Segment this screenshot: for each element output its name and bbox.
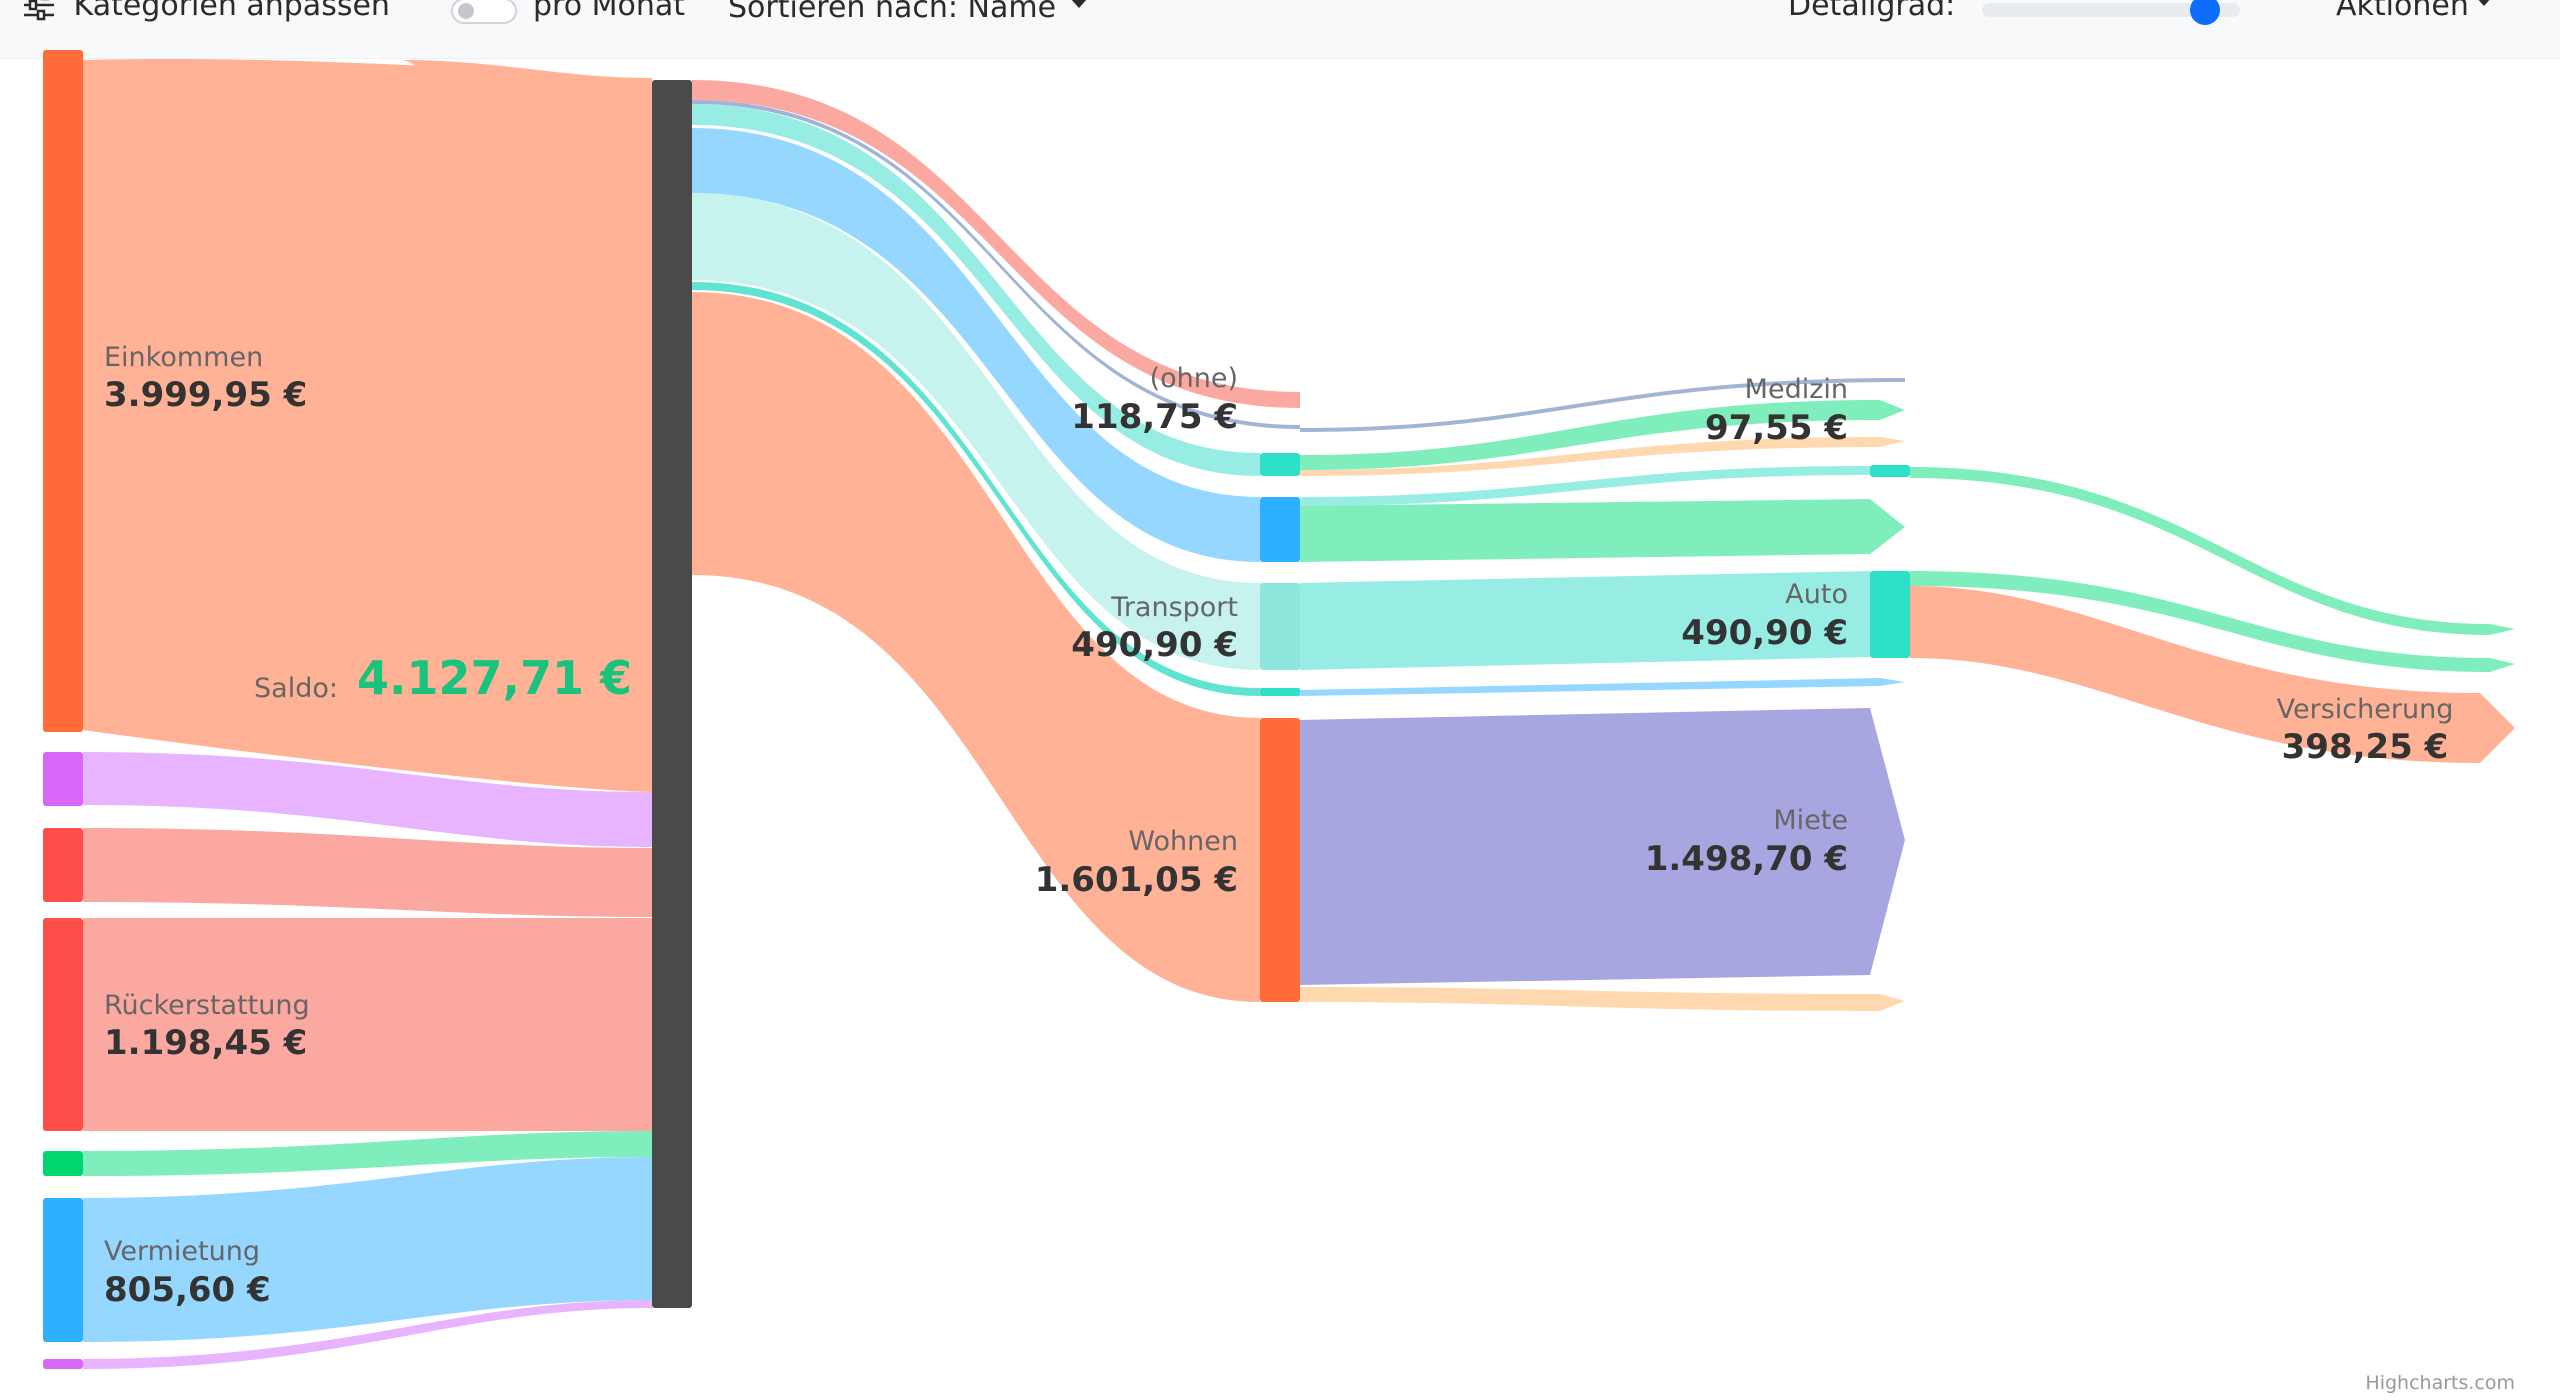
sankey-links bbox=[83, 59, 2515, 1369]
node-auto[interactable] bbox=[1870, 571, 1910, 658]
label-vermietung-value: 805,60 € bbox=[104, 1270, 271, 1310]
label-transport-value: 490,90 € bbox=[1071, 625, 1238, 665]
label-medizin-value: 97,55 € bbox=[1705, 408, 1848, 448]
label-miete-name: Miete bbox=[1773, 805, 1848, 836]
label-ohne-name: (ohne) bbox=[1150, 363, 1238, 394]
node-vermietung[interactable] bbox=[43, 1198, 83, 1342]
link-purple-saldo[interactable] bbox=[83, 752, 652, 847]
node-teal-mini[interactable] bbox=[1870, 465, 1910, 477]
node-teal-small[interactable] bbox=[1260, 453, 1300, 476]
node-pink[interactable] bbox=[43, 1359, 83, 1369]
saldo-value: 4.127,71 € bbox=[357, 651, 632, 705]
link-auto-green[interactable] bbox=[1910, 571, 2515, 672]
label-auto-name: Auto bbox=[1785, 579, 1848, 610]
link-teal-to-auto-small[interactable] bbox=[1300, 466, 1870, 506]
link-saldo-ohne[interactable] bbox=[692, 80, 1300, 408]
link-orange-small[interactable] bbox=[1300, 437, 1905, 476]
link-wohnen-orange[interactable] bbox=[1300, 987, 1905, 1011]
sort-dropdown[interactable]: Sortieren nach: Name bbox=[728, 0, 1089, 25]
per-month-toggle[interactable] bbox=[451, 0, 517, 24]
detail-level-slider-thumb[interactable] bbox=[2190, 0, 2220, 25]
node-purple[interactable] bbox=[43, 752, 83, 806]
label-ohne-value: 118,75 € bbox=[1071, 397, 1238, 437]
label-wohnen-value: 1.601,05 € bbox=[1035, 860, 1238, 900]
link-wohnen-miete[interactable] bbox=[1300, 708, 1905, 985]
label-auto-value: 490,90 € bbox=[1681, 613, 1848, 653]
label-medizin-name: Medizin bbox=[1745, 374, 1848, 405]
node-wohnen[interactable] bbox=[1260, 718, 1300, 1002]
label-miete-value: 1.498,70 € bbox=[1645, 839, 1848, 879]
customize-categories-button[interactable]: Kategorien anpassen bbox=[22, 0, 390, 23]
node-teal-thin[interactable] bbox=[1260, 688, 1300, 696]
link-saldo-blue[interactable] bbox=[692, 128, 1260, 562]
toolbar: Kategorien anpassen pro Monat Sortieren … bbox=[0, 0, 2560, 59]
link-to-medizin[interactable] bbox=[1300, 400, 1905, 470]
node-blue[interactable] bbox=[1260, 497, 1300, 562]
label-rueckerstattung-value: 1.198,45 € bbox=[104, 1023, 307, 1063]
link-vermietung-saldo[interactable] bbox=[83, 1157, 652, 1342]
highcharts-credit-link[interactable]: Highcharts.com bbox=[2365, 1372, 2515, 1394]
label-transport-name: Transport bbox=[1110, 592, 1238, 623]
link-transport-auto[interactable] bbox=[1300, 571, 1870, 670]
saldo-caption: Saldo: bbox=[254, 673, 338, 704]
link-saldo-transport[interactable] bbox=[692, 193, 1260, 670]
link-red-saldo[interactable] bbox=[83, 828, 652, 917]
customize-categories-label: Kategorien anpassen bbox=[73, 0, 390, 23]
detail-level-label: Detailgrad: bbox=[1788, 0, 1956, 23]
link-rueckerstattung-saldo[interactable] bbox=[83, 918, 652, 1131]
node-einkommen[interactable] bbox=[43, 50, 83, 732]
label-versicherung-name: Versicherung bbox=[2277, 694, 2454, 725]
sliders-icon bbox=[24, 0, 54, 20]
sort-dropdown-label: Sortieren nach: Name bbox=[728, 0, 1057, 25]
label-wohnen-name: Wohnen bbox=[1128, 826, 1238, 857]
node-green[interactable] bbox=[43, 1151, 83, 1176]
node-rueckerstattung[interactable] bbox=[43, 918, 83, 1131]
link-einkommen-saldo-main[interactable] bbox=[83, 59, 652, 793]
chevron-down-icon bbox=[1070, 0, 1089, 8]
link-blue-green-big[interactable] bbox=[1300, 499, 1905, 562]
sankey-nodes bbox=[43, 50, 1910, 1369]
link-teal-to-right[interactable] bbox=[1910, 467, 2515, 635]
actions-dropdown[interactable]: Aktionen bbox=[2336, 0, 2493, 23]
label-versicherung-value: 398,25 € bbox=[2282, 727, 2449, 767]
per-month-label: pro Monat bbox=[533, 0, 686, 23]
label-rueckerstattung-name: Rückerstattung bbox=[104, 990, 310, 1021]
sankey-labels: Einkommen 3.999,95 € Saldo: 4.127,71 € R… bbox=[104, 342, 2515, 1394]
node-saldo[interactable] bbox=[652, 80, 692, 1308]
chevron-down-icon bbox=[2474, 0, 2493, 6]
label-einkommen-name: Einkommen bbox=[104, 342, 263, 373]
node-red[interactable] bbox=[43, 828, 83, 902]
link-blue-thin[interactable] bbox=[1300, 678, 1905, 696]
node-transport[interactable] bbox=[1260, 583, 1300, 670]
actions-dropdown-label: Aktionen bbox=[2336, 0, 2469, 23]
per-month-toggle-knob bbox=[458, 3, 474, 19]
label-vermietung-name: Vermietung bbox=[104, 1236, 260, 1267]
link-saldo-wohnen[interactable] bbox=[692, 292, 1260, 1002]
detail-level-slider[interactable] bbox=[1982, 3, 2240, 17]
link-green-saldo[interactable] bbox=[83, 1131, 652, 1176]
link-pink-saldo[interactable] bbox=[83, 1300, 652, 1369]
label-einkommen-value: 3.999,95 € bbox=[104, 375, 307, 415]
link-auto-versicherung[interactable] bbox=[1910, 586, 2515, 763]
